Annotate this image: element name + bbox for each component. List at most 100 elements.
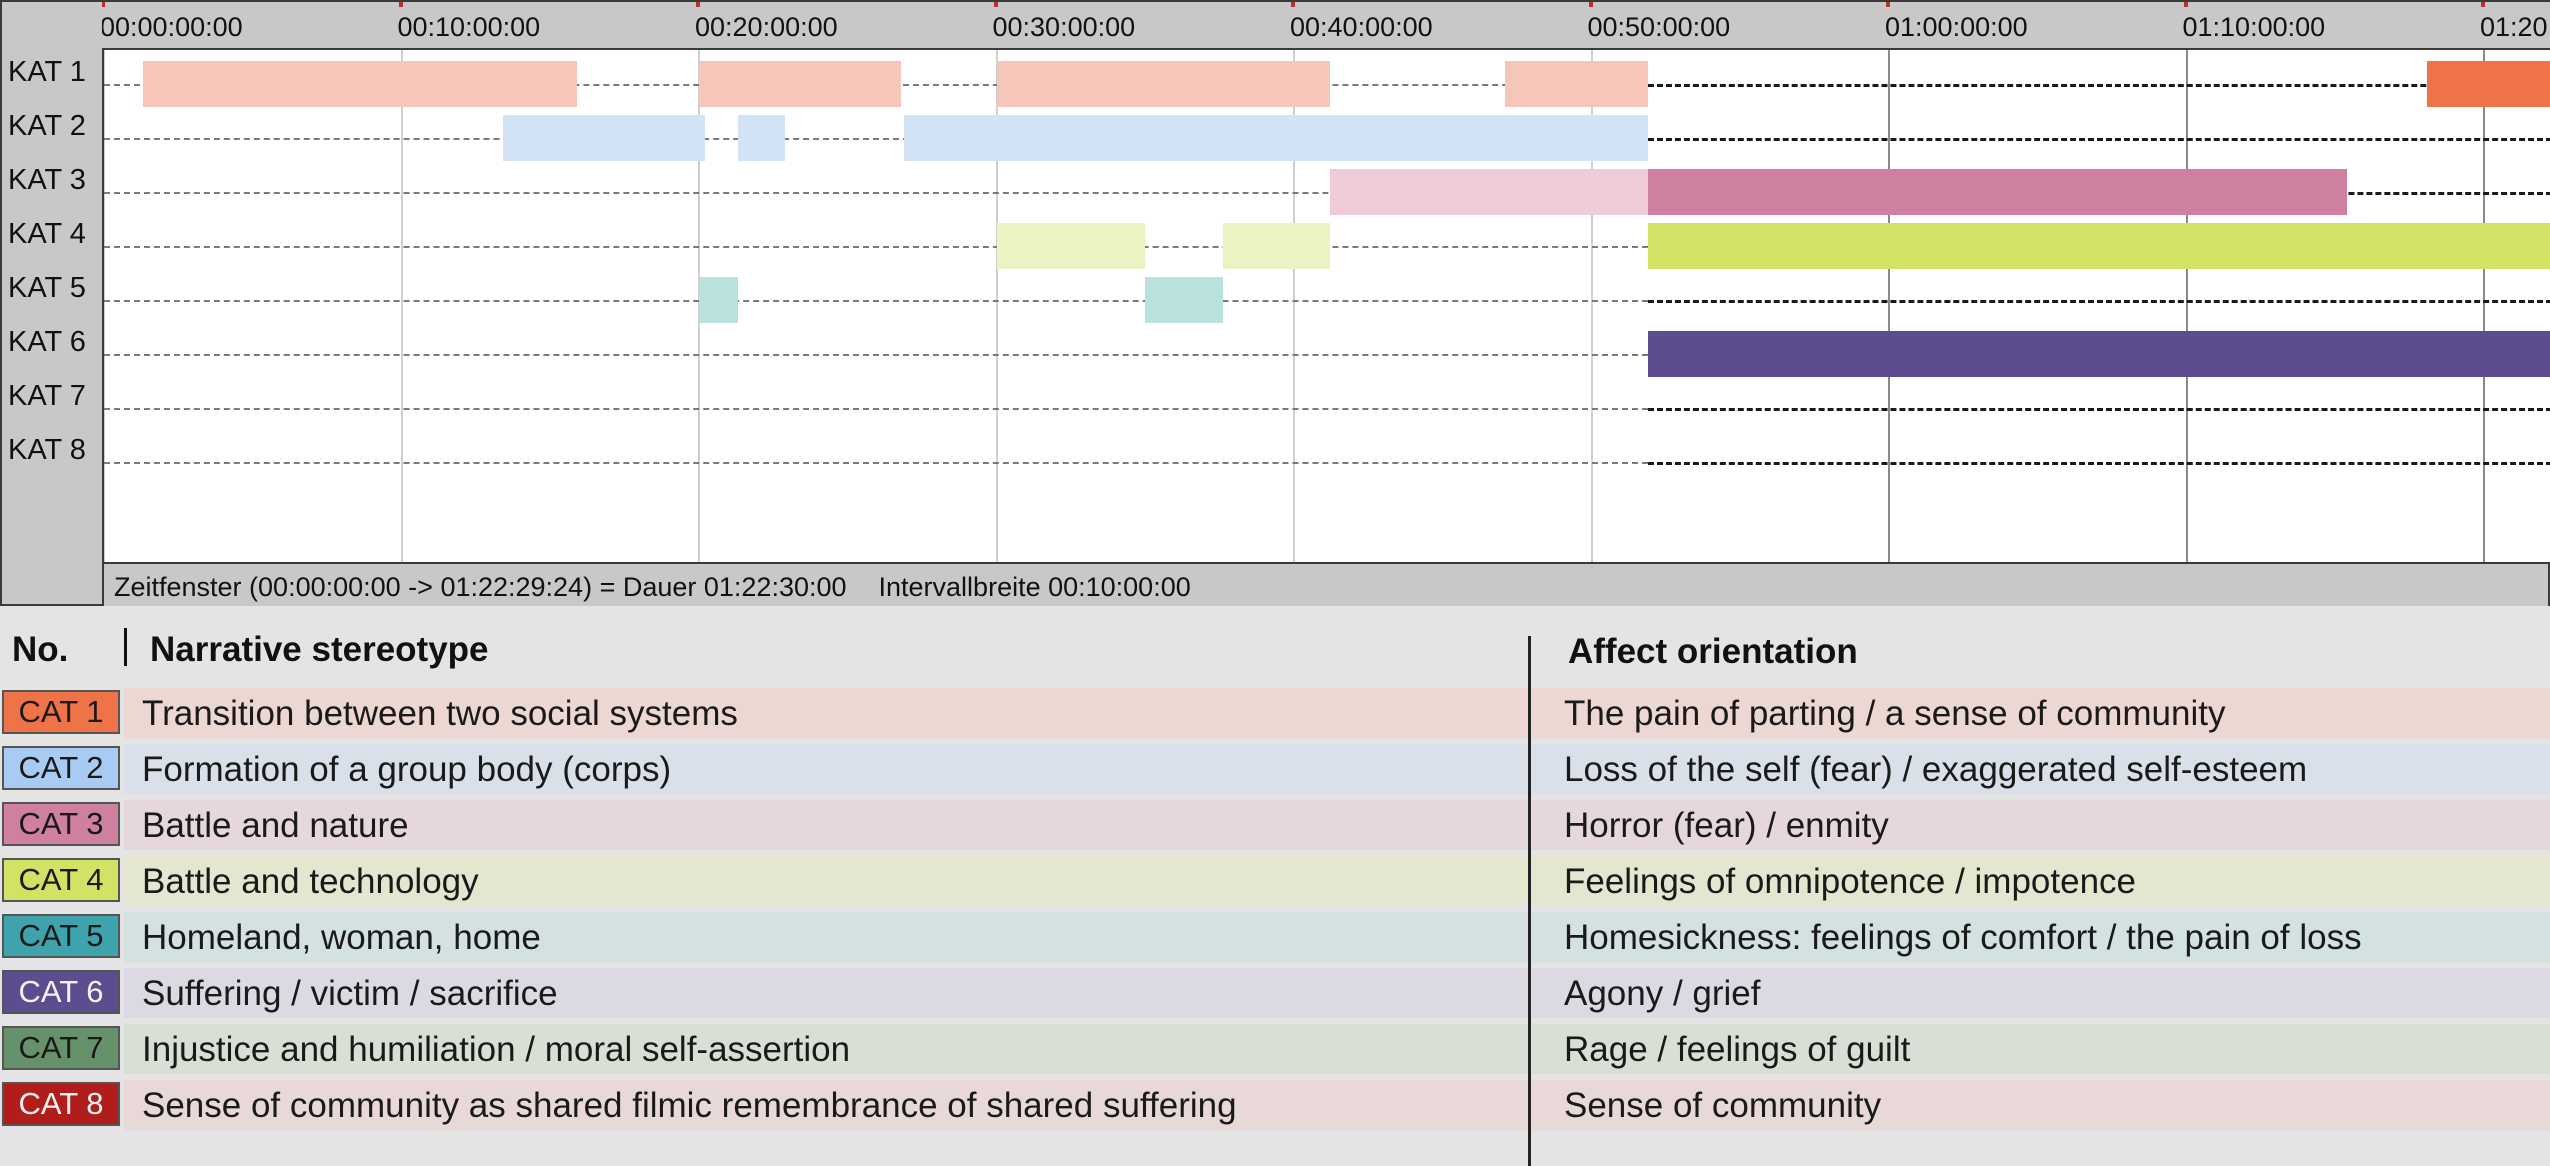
- affect-text: Loss of the self (fear) / exaggerated se…: [1564, 750, 2308, 789]
- stereotype-text: Battle and nature: [142, 806, 409, 845]
- row-guide-line: [104, 462, 1649, 464]
- timeline-plot[interactable]: [102, 50, 2550, 562]
- affect-text: The pain of parting / a sense of communi…: [1564, 694, 2226, 733]
- row-guide-line: [1648, 138, 2550, 141]
- row-label: KAT 3: [8, 164, 86, 196]
- segment-bar[interactable]: [1648, 331, 2550, 377]
- row-band: [1532, 856, 2550, 906]
- row-band: [1532, 1080, 2550, 1130]
- category-badge: CAT 1: [2, 690, 120, 734]
- grid-line: [995, 50, 998, 562]
- stereotype-text: Injustice and humiliation / moral self-a…: [142, 1030, 851, 1069]
- segment-bar[interactable]: [1648, 169, 2348, 215]
- row-guide-line: [1648, 84, 2550, 87]
- legend-row: CAT 2 Formation of a group body (corps) Lo…: [0, 744, 2550, 794]
- legend-row: CAT 4 Battle and technology Feelings of om…: [0, 856, 2550, 906]
- header-stereotype: Narrative stereotype: [150, 630, 489, 669]
- legend-row: CAT 8 Sense of community as shared filmic…: [0, 1080, 2550, 1130]
- stereotype-text: Suffering / victim / sacrifice: [142, 974, 558, 1013]
- tick-mark: [2183, 2, 2188, 7]
- row-guide-line: [104, 246, 1649, 248]
- tick-label: 00:50:00:00: [1587, 12, 1731, 42]
- tick-mark: [993, 2, 998, 7]
- category-badge: CAT 4: [2, 858, 120, 902]
- legend-row: CAT 7 Injustice and humiliation / moral s…: [0, 1024, 2550, 1074]
- row-band: [1532, 912, 2550, 962]
- tick-label: 00:40:00:00: [1290, 12, 1433, 42]
- row-band: [1532, 1024, 2550, 1074]
- grid-line: [2185, 50, 2188, 562]
- row-label: KAT 1: [8, 56, 86, 88]
- segment-bar[interactable]: [502, 115, 705, 161]
- row-guide-line: [1648, 408, 2550, 411]
- segment-bar[interactable]: [1222, 223, 1330, 269]
- row-band: [124, 744, 1528, 794]
- category-badge: CAT 7: [2, 1026, 120, 1070]
- row-band: [1532, 800, 2550, 850]
- segment-bar[interactable]: [1648, 223, 2550, 269]
- segment-bar[interactable]: [1329, 169, 1648, 215]
- stereotype-text: Homeland, woman, home: [142, 918, 541, 957]
- category-badge: CAT 8: [2, 1082, 120, 1126]
- tick-label: 00:00:00:00: [102, 12, 243, 42]
- header-affect: Affect orientation: [1568, 632, 1858, 671]
- legend-row: CAT 6 Suffering / victim / sacrifice Agony…: [0, 968, 2550, 1018]
- grid-line: [1888, 50, 1890, 562]
- row-guide-line: [104, 300, 1649, 302]
- row-guide-line: [104, 138, 1649, 140]
- tick-label: 01:10:00:00: [2182, 12, 2326, 42]
- affect-text: Sense of community: [1564, 1086, 1882, 1125]
- row-band: [124, 856, 1528, 906]
- tick-label: 00:10:00:00: [397, 12, 541, 42]
- row-band: [1532, 744, 2550, 794]
- affect-text: Feelings of omnipotence / impotence: [1564, 862, 2136, 901]
- tick-mark: [1588, 2, 1593, 7]
- segment-bar[interactable]: [2427, 61, 2550, 107]
- segment-bar[interactable]: [699, 277, 738, 323]
- time-ruler[interactable]: 00:00:00:00 00:10:00:00 00:20:00:00 00:30:0…: [102, 2, 2550, 50]
- segment-bar[interactable]: [699, 61, 902, 107]
- row-band: [124, 688, 1528, 738]
- affect-text: Rage / feelings of guilt: [1564, 1030, 1911, 1069]
- row-band: [124, 968, 1528, 1018]
- segment-bar[interactable]: [996, 223, 1146, 269]
- stereotype-text: Formation of a group body (corps): [142, 750, 672, 789]
- tick-label: 01:00:00:00: [1885, 12, 2028, 42]
- status-bar: Zeitfenster (00:00:00:00 -> 01:22:29:24)…: [102, 562, 2548, 606]
- legend-row: CAT 3 Battle and nature Horror (fear) / en…: [0, 800, 2550, 850]
- row-label: KAT 8: [8, 434, 86, 466]
- status-window: Zeitfenster (00:00:00:00 -> 01:22:29:24)…: [114, 572, 847, 602]
- segment-bar[interactable]: [1145, 277, 1223, 323]
- row-guide-line: [1648, 462, 2550, 465]
- category-badge: CAT 6: [2, 970, 120, 1014]
- row-band: [124, 912, 1528, 962]
- row-band: [1532, 968, 2550, 1018]
- affect-text: Homesickness: feelings of comfort / the …: [1564, 918, 2362, 957]
- segment-bar[interactable]: [996, 61, 1330, 107]
- category-badge: CAT 2: [2, 746, 120, 790]
- status-interval: Intervallbreite 00:10:00:00: [878, 572, 1191, 602]
- grid-line: [2483, 50, 2485, 562]
- grid-line: [1590, 50, 1593, 562]
- affect-text: Horror (fear) / enmity: [1564, 806, 1889, 845]
- segment-bar[interactable]: [904, 115, 1649, 161]
- row-label: KAT 6: [8, 326, 86, 358]
- segment-bar[interactable]: [1505, 61, 1649, 107]
- column-separator: [1528, 636, 1531, 1166]
- legend-row: CAT 5 Homeland, woman, home Homesickness: …: [0, 912, 2550, 962]
- row-label: KAT 5: [8, 272, 86, 304]
- row-band: [1532, 688, 2550, 738]
- legend-row: CAT 1 Transition between two social syste…: [0, 688, 2550, 738]
- tick-label: 00:20:00:00: [695, 12, 838, 42]
- grid-line: [1293, 50, 1295, 562]
- tick-mark: [2481, 2, 2485, 7]
- segment-bar[interactable]: [142, 61, 578, 107]
- row-band: [124, 800, 1528, 850]
- segment-bar[interactable]: [737, 115, 786, 161]
- row-band: [124, 1080, 1528, 1130]
- grid-line: [104, 50, 105, 562]
- stereotype-text: Sense of community as shared filmic reme…: [142, 1086, 1237, 1125]
- timeline-panel: 00:00:00:00 00:10:00:00 00:20:00:00 00:30:0…: [0, 0, 2550, 606]
- tick-mark: [696, 2, 700, 7]
- tick-mark: [102, 2, 105, 7]
